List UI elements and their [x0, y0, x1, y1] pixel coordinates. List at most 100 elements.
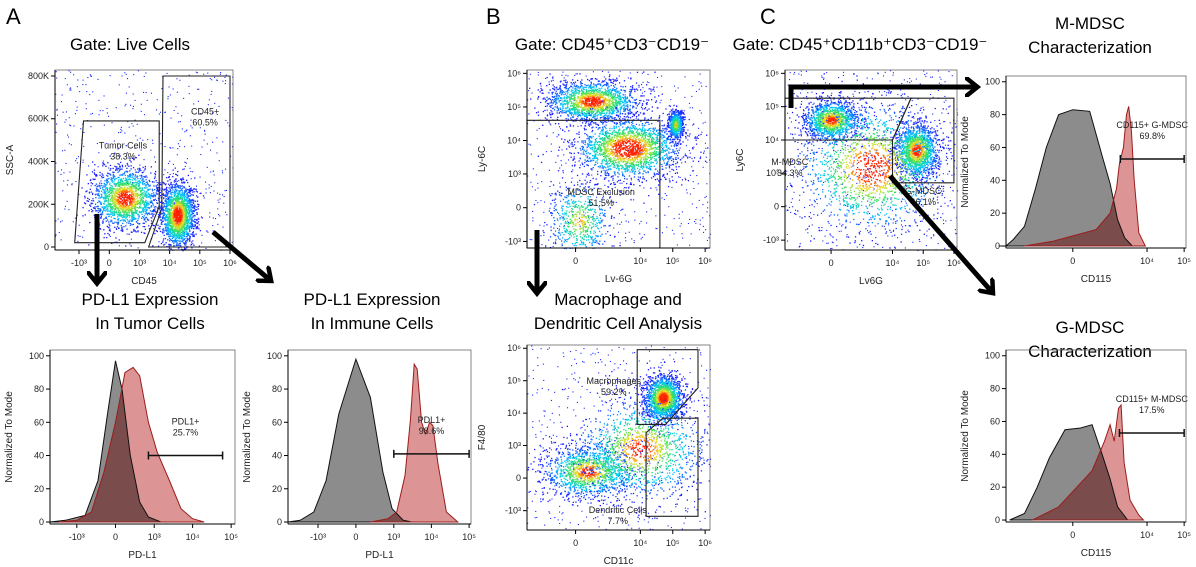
event-dot — [152, 139, 154, 141]
event-dot — [534, 107, 536, 109]
event-dot — [155, 192, 157, 194]
event-dot — [190, 199, 193, 202]
event-dot — [123, 188, 125, 190]
event-dot — [194, 200, 197, 202]
event-dot — [130, 161, 132, 163]
event-dot — [167, 211, 169, 213]
event-dot — [123, 207, 126, 209]
event-dot — [125, 217, 128, 219]
event-dot — [125, 204, 127, 206]
event-dot — [126, 208, 129, 210]
event-dot — [121, 191, 123, 193]
event-dot — [140, 149, 142, 151]
event-dot — [570, 143, 572, 145]
event-dot — [678, 213, 680, 215]
event-dot — [216, 114, 218, 116]
event-dot — [167, 233, 169, 236]
event-dot — [609, 108, 611, 110]
event-dot — [130, 174, 132, 176]
event-dot — [143, 215, 145, 217]
event-dot — [166, 203, 168, 205]
event-dot — [109, 235, 111, 237]
event-dot — [121, 75, 123, 77]
event-dot — [69, 171, 71, 173]
event-dot — [103, 182, 105, 185]
event-dot — [540, 235, 542, 237]
event-dot — [129, 209, 131, 211]
event-dot — [110, 220, 112, 223]
event-dot — [113, 197, 115, 199]
event-dot — [174, 194, 176, 196]
event-dot — [105, 187, 108, 189]
event-dot — [122, 174, 124, 176]
event-dot — [655, 215, 657, 217]
event-dot — [166, 195, 168, 197]
event-dot — [68, 143, 70, 145]
event-dot — [93, 214, 95, 217]
event-dot — [133, 182, 135, 184]
event-dot — [87, 197, 89, 199]
event-dot — [139, 178, 141, 180]
event-dot — [611, 81, 613, 84]
event-dot — [635, 103, 637, 105]
event-dot — [88, 165, 90, 167]
event-dot — [706, 239, 708, 241]
event-dot — [707, 207, 709, 209]
event-dot — [141, 217, 143, 219]
event-dot — [162, 228, 164, 231]
event-dot — [173, 208, 176, 210]
event-dot — [91, 193, 94, 195]
event-dot — [176, 233, 178, 235]
event-dot — [179, 211, 182, 213]
event-dot — [182, 193, 184, 195]
event-dot — [169, 225, 171, 227]
event-dot — [212, 112, 214, 114]
event-dot — [167, 228, 169, 230]
event-dot — [679, 147, 681, 149]
event-dot — [102, 163, 104, 165]
event-dot — [175, 215, 177, 217]
event-dot — [146, 99, 148, 101]
event-dot — [205, 247, 207, 249]
event-dot — [117, 224, 119, 226]
y-tick-label: 80 — [272, 384, 282, 394]
event-dot — [115, 202, 117, 205]
event-dot — [107, 195, 109, 197]
event-dot — [182, 178, 185, 181]
event-dot — [119, 169, 121, 171]
event-dot — [132, 191, 134, 193]
event-dot — [123, 173, 125, 175]
event-dot — [231, 146, 233, 148]
event-dot — [128, 205, 130, 207]
event-dot — [114, 188, 116, 190]
y-tick-label: 600K — [28, 114, 49, 124]
event-dot — [106, 205, 108, 207]
event-dot — [168, 230, 170, 232]
event-dot — [111, 222, 114, 224]
event-dot — [65, 111, 67, 113]
event-dot — [588, 122, 590, 124]
event-dot — [157, 190, 159, 193]
event-dot — [182, 200, 184, 203]
event-dot — [85, 191, 87, 193]
event-dot — [98, 114, 100, 116]
event-dot — [65, 119, 67, 121]
event-dot — [109, 169, 111, 171]
event-dot — [99, 171, 101, 174]
event-dot — [193, 207, 195, 210]
event-dot — [146, 207, 149, 209]
event-dot — [197, 196, 199, 198]
event-dot — [173, 214, 175, 216]
event-dot — [536, 138, 538, 140]
y-tick-label: 100 — [29, 351, 44, 361]
event-dot — [191, 222, 193, 224]
event-dot — [550, 109, 552, 112]
event-dot — [118, 182, 120, 184]
event-dot — [164, 237, 167, 240]
event-dot — [157, 216, 159, 218]
event-dot — [178, 242, 180, 245]
event-dot — [112, 207, 114, 209]
event-dot — [576, 73, 578, 75]
event-dot — [160, 197, 162, 199]
event-dot — [153, 209, 155, 211]
